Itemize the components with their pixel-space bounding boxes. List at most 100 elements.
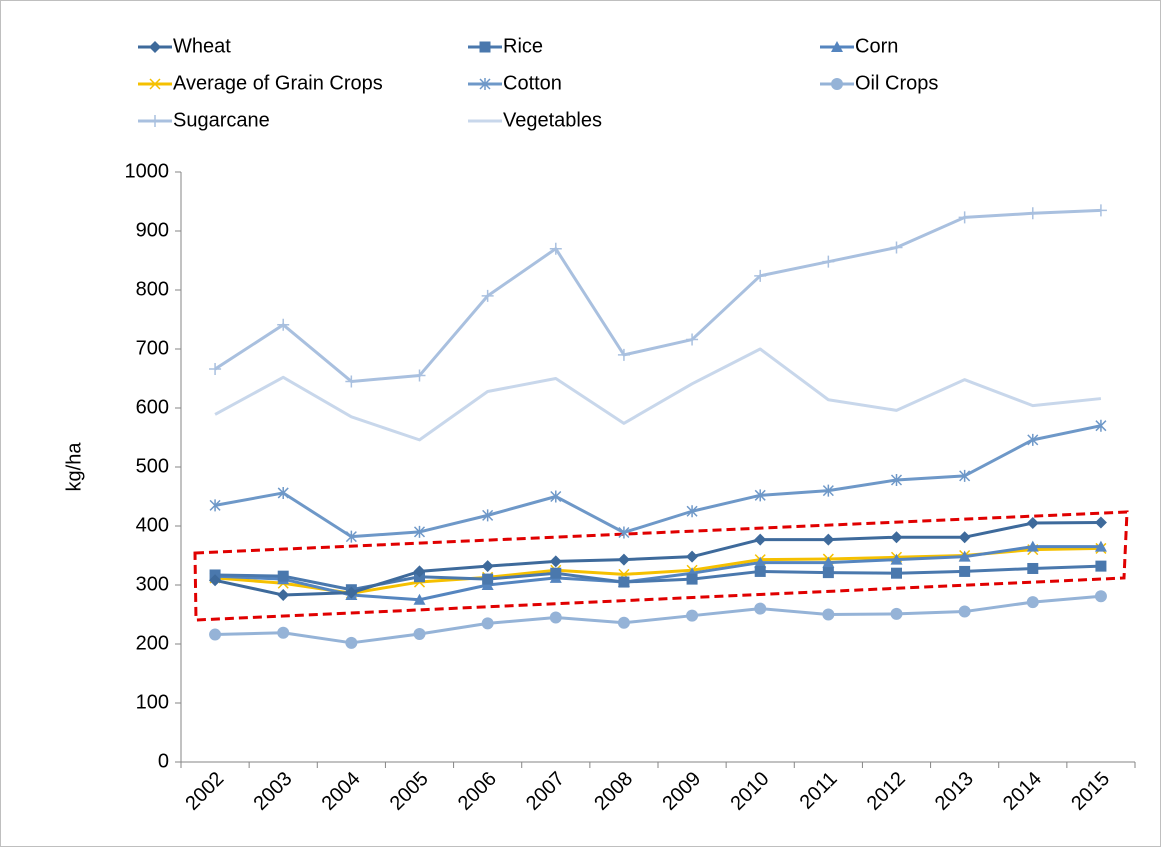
marker xyxy=(831,41,843,52)
marker xyxy=(959,469,971,482)
marker xyxy=(277,626,290,639)
marker xyxy=(617,553,630,566)
marker xyxy=(686,505,698,518)
y-axis-label: kg/ha xyxy=(63,442,85,492)
marker xyxy=(345,636,358,649)
marker xyxy=(345,375,358,388)
marker xyxy=(754,269,767,282)
marker xyxy=(413,565,426,578)
marker xyxy=(413,627,426,640)
marker xyxy=(890,553,903,565)
marker xyxy=(1094,516,1107,529)
marker xyxy=(479,78,491,90)
series-line xyxy=(214,424,1102,539)
y-tick-label: 400 xyxy=(136,514,169,536)
marker xyxy=(754,602,767,615)
marker xyxy=(549,611,562,624)
marker xyxy=(754,556,767,568)
marker xyxy=(959,565,971,577)
y-tick-label: 800 xyxy=(136,278,169,300)
marker xyxy=(958,605,971,618)
marker xyxy=(413,593,426,605)
marker xyxy=(686,573,698,585)
marker xyxy=(209,499,221,512)
marker xyxy=(345,586,358,599)
legend-label: Cotton xyxy=(503,72,562,94)
marker xyxy=(413,525,426,538)
y-tick-label: 200 xyxy=(136,632,169,654)
marker xyxy=(754,533,767,546)
series-line xyxy=(214,208,1101,383)
legend-label: Vegetables xyxy=(503,109,602,131)
marker xyxy=(890,531,903,544)
marker xyxy=(209,574,222,587)
marker xyxy=(754,489,766,502)
marker xyxy=(345,530,357,543)
marker xyxy=(209,628,222,641)
marker xyxy=(617,348,630,361)
highlight-box xyxy=(193,510,1129,622)
marker xyxy=(1026,596,1039,609)
legend-label: Sugarcane xyxy=(173,109,270,131)
y-tick-label: 900 xyxy=(136,219,169,241)
marker xyxy=(413,369,426,382)
y-tick-label: 700 xyxy=(136,337,169,359)
marker xyxy=(822,533,835,546)
marker xyxy=(1026,517,1039,530)
marker xyxy=(890,241,903,254)
marker xyxy=(1094,590,1107,603)
marker xyxy=(958,550,971,562)
marker xyxy=(149,78,161,90)
marker xyxy=(618,576,630,588)
marker xyxy=(482,573,494,585)
legend-label: Wheat xyxy=(173,35,231,57)
marker xyxy=(890,473,903,486)
marker xyxy=(890,607,903,620)
marker xyxy=(1094,204,1107,217)
y-tick-label: 1000 xyxy=(125,160,170,182)
marker xyxy=(1026,540,1039,552)
marker xyxy=(479,41,491,53)
marker xyxy=(958,531,971,544)
legend-label: Oil Crops xyxy=(855,72,938,94)
marker xyxy=(822,556,835,568)
marker xyxy=(1027,562,1039,574)
marker xyxy=(618,526,630,539)
marker xyxy=(1095,419,1107,432)
marker xyxy=(149,115,161,127)
marker xyxy=(617,616,630,629)
marker xyxy=(686,550,699,563)
series-line xyxy=(214,347,1102,442)
marker xyxy=(550,567,562,579)
marker xyxy=(831,78,843,90)
marker xyxy=(277,486,289,499)
marker xyxy=(481,289,494,302)
y-tick-label: 100 xyxy=(136,691,169,713)
legend-label: Average of Grain Crops xyxy=(173,72,383,94)
marker xyxy=(1026,207,1039,220)
series-line xyxy=(215,564,1101,592)
marker xyxy=(481,617,494,630)
marker xyxy=(549,242,562,255)
marker xyxy=(209,363,222,376)
y-tick-label: 600 xyxy=(136,396,169,418)
marker xyxy=(686,333,699,346)
marker xyxy=(277,570,289,582)
marker xyxy=(686,609,699,622)
series-line xyxy=(215,594,1102,645)
marker xyxy=(822,567,834,579)
marker xyxy=(149,41,161,53)
legend-label: Corn xyxy=(855,35,898,57)
marker xyxy=(754,565,766,577)
legend-label: Rice xyxy=(503,35,543,57)
y-tick-label: 300 xyxy=(136,573,169,595)
marker xyxy=(1027,433,1039,446)
y-tick-label: 0 xyxy=(158,750,169,772)
marker xyxy=(482,509,494,522)
marker xyxy=(1094,540,1107,552)
y-tick-label: 500 xyxy=(136,455,169,477)
marker xyxy=(550,490,562,503)
marker xyxy=(549,555,562,568)
marker xyxy=(822,484,834,497)
